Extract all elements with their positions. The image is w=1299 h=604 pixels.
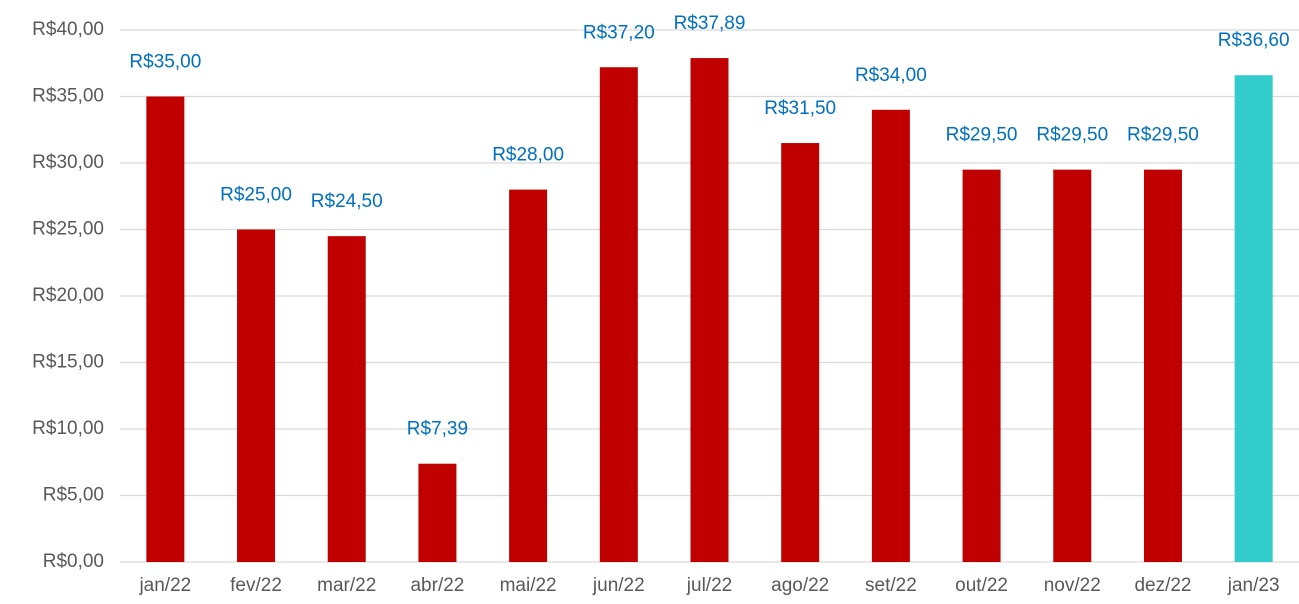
x-tick-label: set/22 <box>865 575 917 596</box>
x-tick-label: mai/22 <box>500 575 557 596</box>
bar <box>509 189 548 562</box>
y-tick-label: R$25,00 <box>32 219 104 240</box>
y-tick-label: R$20,00 <box>32 285 104 306</box>
x-tick-label: out/22 <box>955 575 1008 596</box>
y-tick-label: R$30,00 <box>32 152 104 173</box>
value-label: R$36,60 <box>1218 30 1290 51</box>
bar <box>690 58 729 563</box>
bar <box>599 67 638 563</box>
y-tick-label: R$35,00 <box>32 86 104 107</box>
value-label: R$25,00 <box>220 185 292 206</box>
bar <box>1053 169 1092 562</box>
value-label: R$37,89 <box>674 13 746 34</box>
y-tick-label: R$15,00 <box>32 352 104 373</box>
y-tick-label: R$5,00 <box>43 485 104 506</box>
x-tick-label: jul/22 <box>686 575 732 596</box>
x-tick-label: jan/23 <box>1227 575 1280 596</box>
y-tick-label: R$0,00 <box>43 551 104 572</box>
bar <box>962 169 1001 562</box>
value-label: R$28,00 <box>492 145 564 166</box>
y-tick-label: R$40,00 <box>32 19 104 40</box>
x-tick-label: ago/22 <box>771 575 829 596</box>
value-label: R$24,50 <box>311 191 383 212</box>
bar <box>327 236 366 562</box>
bar <box>1143 169 1182 562</box>
x-tick-label: abr/22 <box>410 575 464 596</box>
x-tick-label: jun/22 <box>592 575 645 596</box>
value-label: R$29,50 <box>946 125 1018 146</box>
value-label: R$34,00 <box>855 65 927 86</box>
x-tick-label: fev/22 <box>230 575 282 596</box>
x-tick-label: mar/22 <box>317 575 376 596</box>
x-tick-label: dez/22 <box>1134 575 1191 596</box>
value-label: R$31,50 <box>764 98 836 119</box>
value-label: R$7,39 <box>407 419 468 440</box>
y-tick-label: R$10,00 <box>32 418 104 439</box>
x-tick-label: jan/22 <box>138 575 191 596</box>
bar <box>146 96 185 562</box>
bar <box>237 229 276 562</box>
value-label: R$35,00 <box>129 52 201 73</box>
bar <box>871 109 910 563</box>
value-label: R$29,50 <box>1127 125 1199 146</box>
value-label: R$29,50 <box>1036 125 1108 146</box>
bar <box>418 463 457 562</box>
value-label: R$37,20 <box>583 22 655 43</box>
bar <box>781 143 820 563</box>
x-tick-label: nov/22 <box>1044 575 1101 596</box>
bar <box>1234 75 1273 562</box>
